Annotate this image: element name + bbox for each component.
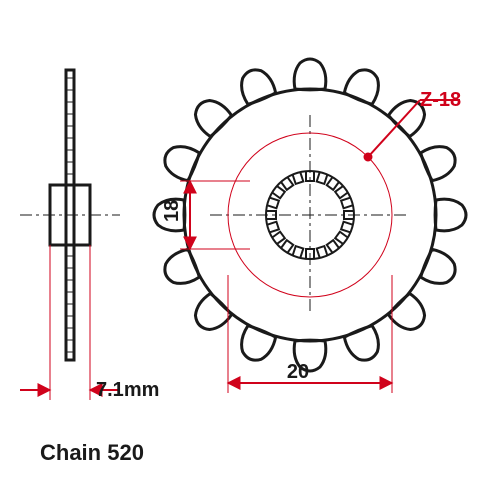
caption: Chain 520 xyxy=(40,440,144,465)
dim-thickness-value: 7.1mm xyxy=(96,379,159,401)
dim-bore-height-value: 18 xyxy=(161,200,183,222)
callout-z-value: Z-18 xyxy=(420,89,461,111)
side-view: 7.1mm xyxy=(20,70,159,401)
dim-bore-width-value: 20 xyxy=(287,361,309,383)
